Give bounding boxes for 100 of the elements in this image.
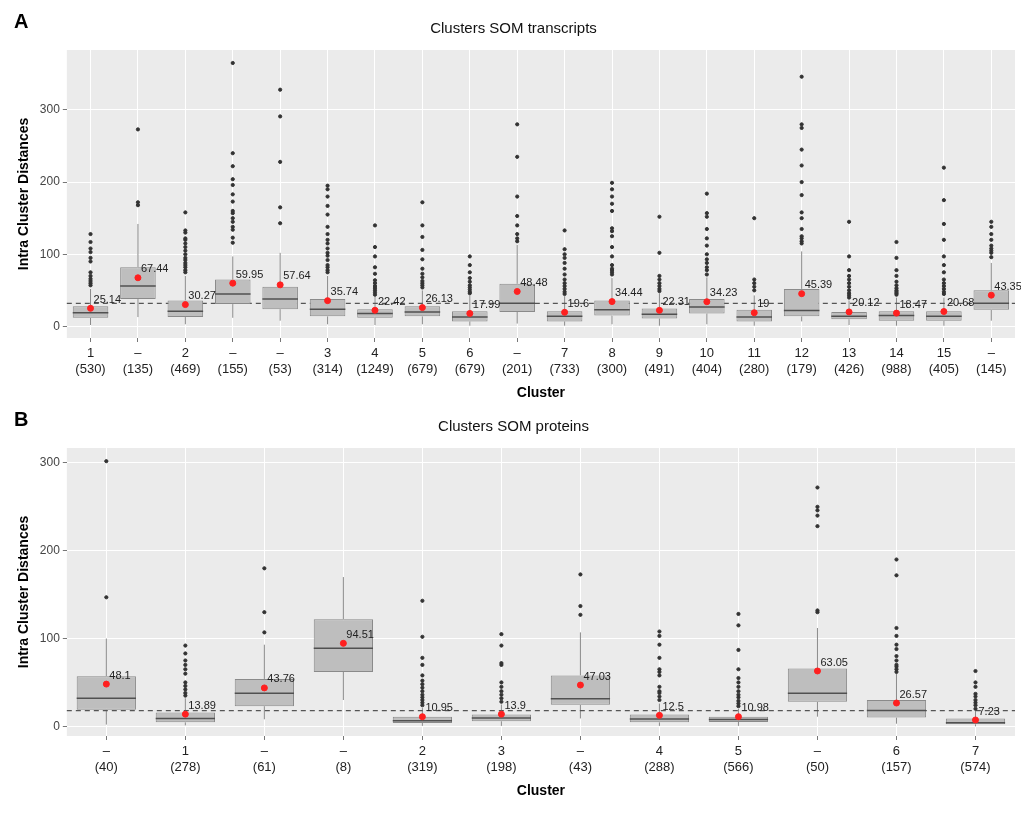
point [987,291,995,299]
point [466,309,474,317]
data-label: 26.57 [899,687,928,700]
x-tick-label: 5 (566) [723,743,754,774]
data-label: 20.68 [946,296,975,309]
point [102,680,110,688]
y-tick-label: 0 [53,318,61,333]
point [971,716,979,724]
point [339,639,347,647]
data-label: 48.48 [520,275,548,288]
x-tick-label: 7 (574) [960,743,991,774]
data-label: 19.6 [567,296,590,309]
point [608,298,616,306]
x-tick-label: 6 (679) [454,345,485,376]
point [703,298,711,306]
y-axis-title: Intra Cluster Distances [15,117,32,271]
point [324,297,332,305]
x-tick-label: 6 (157) [881,743,912,774]
text: B [14,407,29,430]
x-tick-label: 13 (426) [833,345,865,376]
point [513,287,521,295]
data-label: 26.13 [425,292,453,305]
x-tick-label: – (8) [335,743,352,774]
data-label: 34.23 [709,286,738,299]
point [229,279,237,287]
point [181,301,189,309]
data-label: 45.39 [804,278,833,291]
data-label: 30.27 [188,289,216,302]
point [260,684,268,692]
x-tick-label: 3 (198) [486,743,517,774]
point [892,309,900,317]
y-tick-label: 300 [39,455,61,470]
x-tick-label: 12 (179) [786,345,817,376]
x-tick-label: 10 (404) [691,345,723,376]
x-tick-label: 1 (530) [75,345,106,376]
x-tick-label: – (201) [502,345,533,376]
point [734,713,742,721]
data-label: 25.14 [93,292,122,305]
x-tick-label: 2 (469) [170,345,201,376]
data-label: 63.05 [820,655,848,668]
point [576,681,584,689]
point [87,304,95,312]
point [813,667,821,675]
data-label: 19 [757,297,770,310]
x-tick-label: 7 (733) [549,345,580,376]
point [276,281,284,289]
data-label: 18.47 [899,297,928,310]
data-label: 13.89 [188,698,216,711]
x-tick-label: – (61) [252,743,276,774]
chart-title: Clusters SOM proteins [438,417,589,435]
data-label: 7.23 [978,704,1000,717]
x-tick-label: – (53) [268,345,292,376]
data-label: 17.99 [472,298,501,310]
point [181,710,189,718]
x-tick-label: 2 (319) [407,743,438,774]
data-label: 12.5 [662,699,684,712]
x-tick-label: – (40) [94,743,118,774]
data-label: 22.31 [662,294,690,307]
data-label: 59.95 [235,267,264,280]
chart-title: Clusters SOM transcripts [430,19,597,37]
point [750,309,758,317]
data-label: 43.76 [267,672,295,685]
data-label: 22.42 [377,294,406,307]
data-label: 67.44 [140,262,169,275]
point [418,713,426,721]
data-label: 48.1 [109,668,131,681]
x-axis-title: Cluster [516,384,566,401]
y-tick-label: 100 [39,630,61,645]
data-label: 34.44 [615,286,643,299]
point [561,308,569,316]
point [655,711,663,719]
y-axis-title: Intra Cluster Distances [15,515,32,669]
data-label: 94.51 [346,627,374,640]
data-label: 43.35 [994,279,1022,292]
x-tick-label: 14 (988) [881,345,912,376]
x-tick-label: 1 (278) [170,743,201,774]
point [940,308,948,316]
data-label: 10.95 [425,701,453,714]
x-tick-label: 11 (280) [739,345,770,376]
x-tick-label: – (50) [805,743,830,774]
y-tick-label: 300 [39,102,61,117]
data-label: 57.64 [283,269,311,282]
data-label: 35.74 [330,285,359,298]
point [497,710,505,718]
y-tick-label: 100 [39,246,61,261]
x-tick-label: 4 (288) [644,743,675,774]
data-label: 10.98 [741,701,769,714]
point [655,306,663,314]
point [892,699,900,707]
data-label: 47.03 [583,669,611,682]
y-tick-label: 0 [53,718,61,733]
x-tick-label: 8 (300) [596,345,628,376]
data-label: 13.9 [504,698,526,711]
text: A [14,9,29,32]
x-tick-label: 4 (1249) [356,345,394,376]
y-tick-label: 200 [39,543,61,558]
x-tick-label: – (43) [568,743,592,774]
x-tick-label: 15 (405) [928,345,960,376]
x-axis-title: Cluster [516,782,566,799]
point [134,274,142,282]
